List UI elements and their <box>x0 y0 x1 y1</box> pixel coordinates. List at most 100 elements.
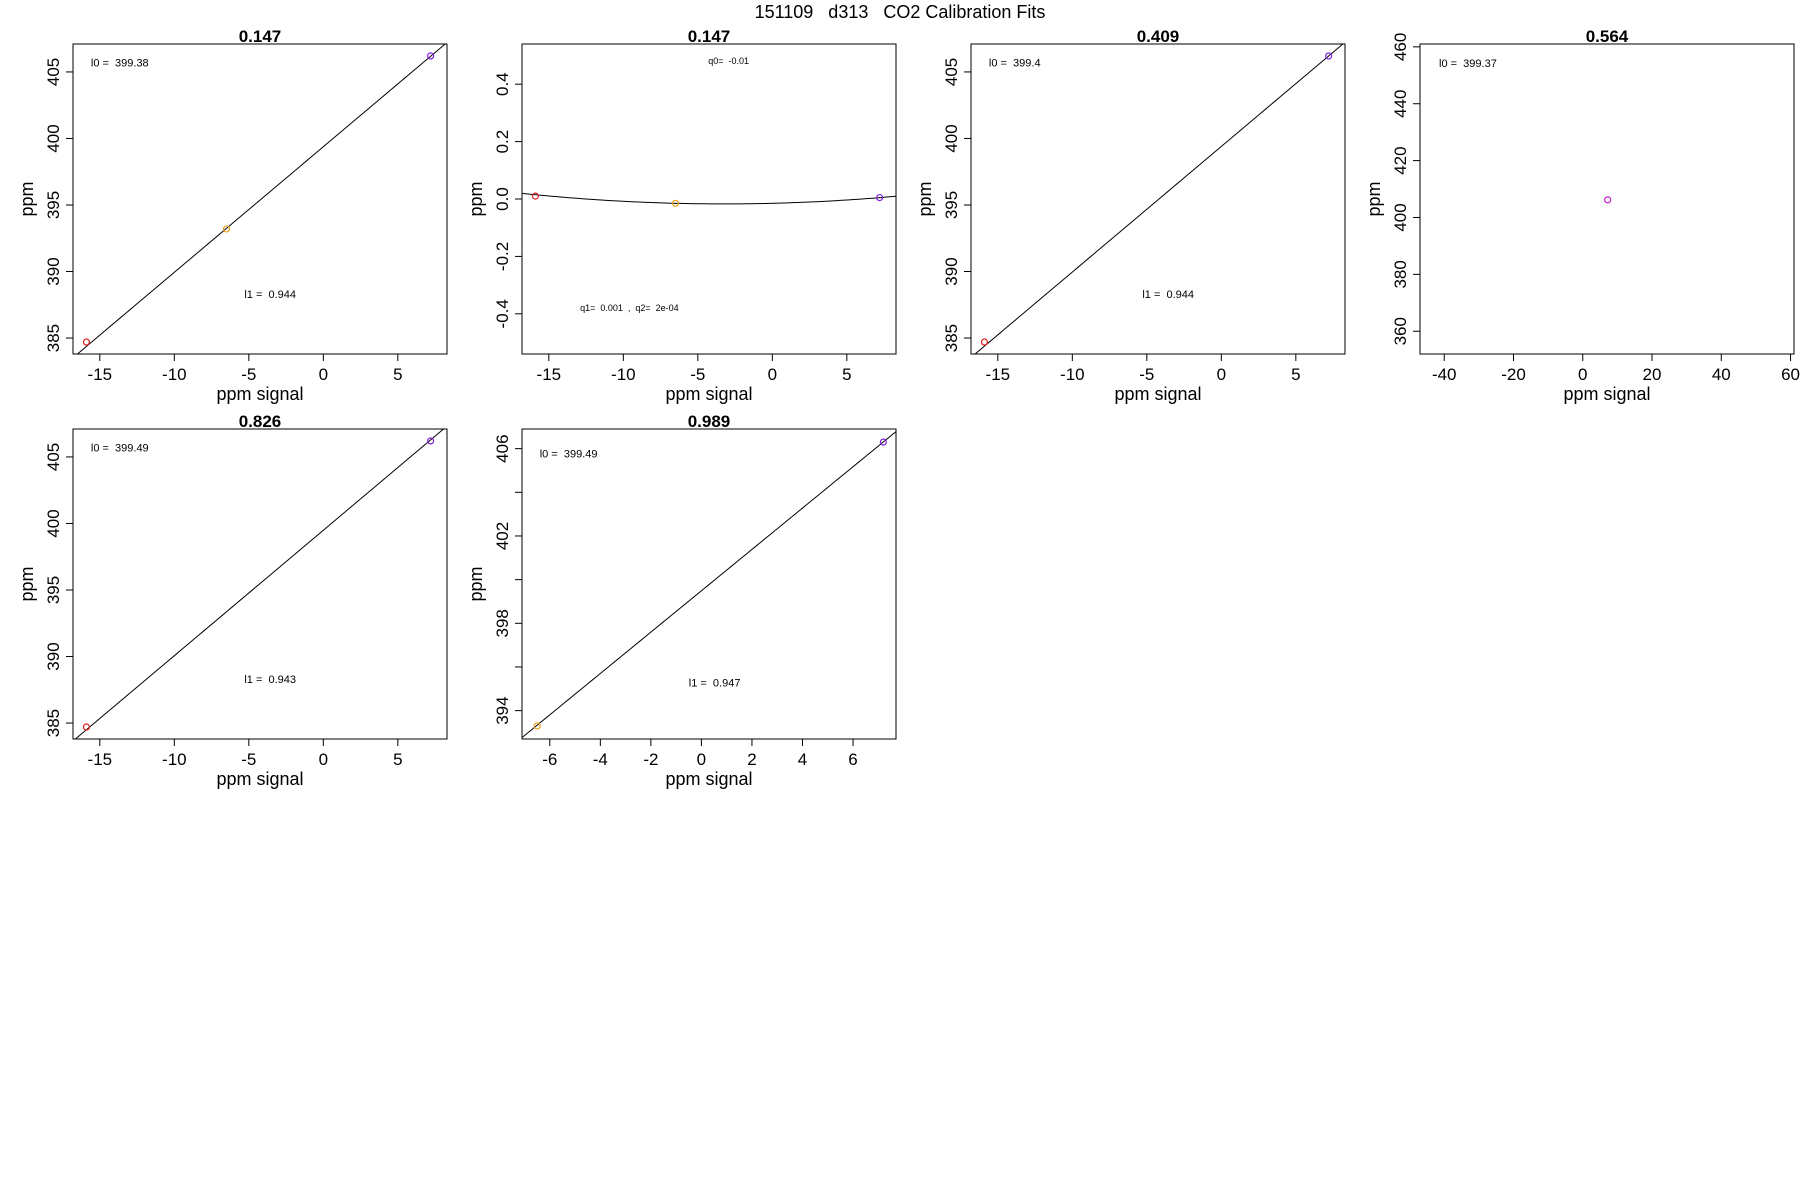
x-tick-label: 4 <box>798 750 807 769</box>
x-tick-label: -5 <box>241 365 256 384</box>
data-point <box>1604 196 1612 204</box>
fit-annotation: l1 = 0.944 <box>1142 289 1194 301</box>
figure-suptitle: 151109 d313 CO2 Calibration Fits <box>755 2 1046 22</box>
panel-3: 0.409 -15 -10 -5 0 5 385 390 395 400 405 ppm signal… <box>915 27 1346 404</box>
y-axis-title: ppm <box>17 181 37 216</box>
data-point <box>82 338 91 346</box>
x-tick-label: -40 <box>1432 365 1457 384</box>
y-tick-label: 385 <box>44 324 63 352</box>
plot-frame <box>521 428 897 740</box>
x-tick-label: 5 <box>842 365 851 384</box>
x-tick-label: 0 <box>697 750 706 769</box>
fit-curve <box>522 431 896 738</box>
panel-6: 0.989 -6 -4 -2 0 2 4 6 394 398 402 406 ppm signal ppm… <box>466 412 897 789</box>
plot-frame <box>72 43 448 355</box>
x-tick-label: -10 <box>1060 365 1085 384</box>
panel-title: 0.564 <box>1586 27 1629 46</box>
fit-annotation: q1= 0.001 , q2= 2e-04 <box>580 303 679 313</box>
x-tick-label: 0 <box>1217 365 1226 384</box>
y-tick-label: 385 <box>44 709 63 737</box>
data-point <box>533 722 541 730</box>
x-tick-label: -5 <box>1139 365 1154 384</box>
y-tick-label: 400 <box>1391 203 1410 231</box>
x-tick-label: -15 <box>88 750 113 769</box>
x-axis-title: ppm signal <box>1563 384 1650 404</box>
x-tick-label: 0 <box>319 365 328 384</box>
fit-curve <box>76 44 446 354</box>
plot-frame <box>970 43 1346 355</box>
fit-annotation: l0 = 399.38 <box>91 58 149 70</box>
y-axis-title: ppm <box>17 566 37 601</box>
panel-1: 0.147 -15 -10 -5 0 5 385 390 395 400 405 ppm signal… <box>17 27 448 404</box>
x-axis-title: ppm signal <box>1114 384 1201 404</box>
x-tick-label: 20 <box>1643 365 1662 384</box>
panel-5: 0.826 -15 -10 -5 0 5 385 390 395 400 405 ppm signal… <box>17 412 448 789</box>
x-tick-label: 0 <box>768 365 777 384</box>
x-tick-label: 2 <box>747 750 756 769</box>
data-point <box>222 225 231 233</box>
x-axis-title: ppm signal <box>665 384 752 404</box>
y-tick-label: 395 <box>44 191 63 219</box>
y-tick-label: -0.2 <box>493 242 512 271</box>
y-tick-label: 390 <box>44 642 63 670</box>
y-tick-label: 405 <box>44 58 63 86</box>
fit-annotation: l1 = 0.944 <box>244 289 296 301</box>
fit-curve <box>522 192 896 205</box>
panel-title: 0.826 <box>239 412 282 431</box>
panel-2: 0.147 -15 -10 -5 0 5 -0.4 -0.2 0.0 0.2 0.4 ppm sign… <box>466 27 897 404</box>
data-point <box>1325 52 1333 60</box>
fit-annotation: l0 = 399.37 <box>1439 58 1497 70</box>
data-point <box>531 192 540 200</box>
x-tick-label: 60 <box>1781 365 1800 384</box>
y-tick-label: 395 <box>44 576 63 604</box>
y-tick-label: 400 <box>942 124 961 152</box>
y-tick-label: 405 <box>942 58 961 86</box>
fit-annotation: l0 = 399.49 <box>91 443 149 455</box>
x-tick-label: -15 <box>88 365 113 384</box>
y-tick-label: 390 <box>44 257 63 285</box>
panel-title: 0.409 <box>1137 27 1180 46</box>
x-tick-label: -5 <box>241 750 256 769</box>
x-axis-title: ppm signal <box>216 769 303 789</box>
x-tick-label: -5 <box>690 365 705 384</box>
fit-annotation: q0= -0.01 <box>708 56 749 66</box>
data-point <box>427 52 435 60</box>
fit-curve <box>974 44 1344 354</box>
data-point <box>879 438 887 446</box>
fit-annotation: l1 = 0.943 <box>244 674 296 686</box>
y-tick-label: 0.2 <box>493 130 512 154</box>
x-tick-label: 0 <box>1578 365 1587 384</box>
data-point <box>671 199 680 207</box>
y-tick-label: 400 <box>44 124 63 152</box>
y-tick-label: 400 <box>44 509 63 537</box>
y-tick-label: 394 <box>493 696 512 724</box>
y-tick-label: 360 <box>1391 317 1410 345</box>
y-tick-label: 380 <box>1391 260 1410 288</box>
x-tick-label: -20 <box>1501 365 1526 384</box>
y-tick-label: 0.0 <box>493 187 512 211</box>
x-tick-label: 40 <box>1712 365 1731 384</box>
x-tick-label: 5 <box>1291 365 1300 384</box>
data-point <box>876 193 884 202</box>
panel-title: 0.147 <box>688 27 731 46</box>
plot-frame <box>521 43 897 355</box>
y-tick-label: 402 <box>493 522 512 550</box>
panel-title: 0.147 <box>239 27 282 46</box>
y-tick-label: 0.4 <box>493 72 512 96</box>
x-tick-label: -10 <box>162 365 187 384</box>
y-axis-title: ppm <box>466 181 486 216</box>
y-tick-label: 395 <box>942 191 961 219</box>
fit-curve <box>74 429 445 739</box>
panel-4: 0.564 -40 -20 0 20 40 60 360 380 400 420 440 460 ppm … <box>1364 27 1800 404</box>
y-tick-label: 390 <box>942 257 961 285</box>
x-tick-label: -10 <box>611 365 636 384</box>
y-tick-label: 405 <box>44 443 63 471</box>
fit-annotation: l0 = 399.4 <box>989 58 1041 70</box>
x-tick-label: 5 <box>393 365 402 384</box>
x-tick-label: -15 <box>986 365 1011 384</box>
y-tick-label: 420 <box>1391 146 1410 174</box>
x-tick-label: -2 <box>643 750 658 769</box>
y-tick-label: 398 <box>493 609 512 637</box>
